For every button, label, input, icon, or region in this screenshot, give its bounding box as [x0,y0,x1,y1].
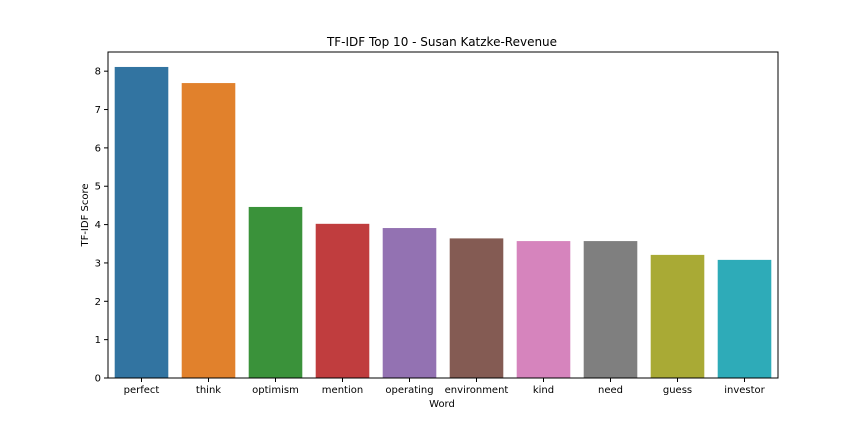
y-tick-label: 2 [95,297,101,308]
x-tick-label: need [598,385,623,396]
plot-frame [107,51,779,379]
x-tick-label: think [196,385,221,396]
bar-perfect [114,66,169,379]
x-tick-label: perfect [124,385,160,396]
bar-kind [516,241,571,378]
bar-environment [449,238,504,378]
x-tick-label: investor [724,385,765,396]
bars-group [114,66,772,379]
y-tick-label: 1 [95,335,101,346]
y-tick-label: 7 [95,105,101,116]
x-tick-label: kind [533,385,554,396]
y-tick-label: 3 [95,258,101,269]
x-tick-label: optimism [252,385,299,396]
y-tick-label: 5 [95,182,101,193]
bar-need [583,241,638,378]
bar-guess [650,254,705,378]
x-axis-label: Word [429,399,455,410]
y-tick-label: 6 [95,143,101,154]
x-axis-ticks: perfect think optimism mention operating envi… [124,378,766,396]
chart-title: TF-IDF Top 10 - Susan Katzke-Revenue [326,35,557,49]
y-tick-label: 4 [95,220,101,231]
bar-optimism [248,206,303,378]
y-tick-label: 8 [95,67,101,78]
x-tick-label: environment [445,385,509,396]
bar-investor [717,259,772,378]
x-tick-label: guess [663,385,692,396]
y-axis-label: TF-IDF Score [80,183,91,247]
x-tick-label: operating [385,385,433,396]
y-axis-ticks: 0 1 2 3 4 5 6 7 8 [95,67,108,385]
x-tick-label: mention [322,385,363,396]
bar-operating [382,228,437,378]
bar-mention [315,223,370,378]
y-tick-label: 0 [95,374,101,385]
bar-think [181,83,236,378]
